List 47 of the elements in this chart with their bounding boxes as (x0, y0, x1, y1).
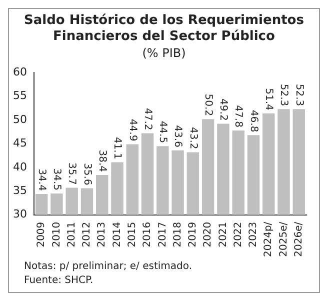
data-label: 38.4 (96, 150, 108, 172)
x-tick-label: 2020 (202, 222, 214, 248)
x-tick-label: 2011 (66, 222, 78, 248)
data-label: 34.4 (36, 168, 47, 191)
x-tick-label: 2019 (188, 222, 199, 248)
x-tick-label: 2023 (248, 222, 260, 248)
x-tick-label: 2013 (96, 222, 108, 248)
data-label: 52.3 (278, 84, 290, 106)
y-tick-label: 45 (12, 136, 27, 150)
x-tick-label: 2021 (218, 222, 229, 248)
data-label: 43.2 (187, 126, 198, 150)
x-tick-label: 2018 (172, 222, 184, 248)
x-tick-label: 2009 (36, 222, 48, 248)
data-label: 52.3 (293, 84, 304, 106)
data-label: 51.4 (263, 88, 274, 110)
data-label: 46.8 (248, 110, 259, 132)
x-tick-label: 2016 (142, 222, 154, 248)
y-tick-label: 35 (12, 184, 27, 197)
x-tick-label: 2022 (232, 222, 244, 248)
x-tick-label: 2025e/ (278, 221, 290, 257)
x-tick-label: 2015 (126, 222, 138, 248)
x-tick-label: 2014 (112, 222, 123, 248)
data-label: 44.9 (126, 118, 138, 142)
data-label: 44.5 (157, 120, 168, 144)
y-tick-label: 40 (12, 160, 27, 174)
data-label: 50.2 (202, 94, 214, 116)
data-label: 43.6 (172, 125, 184, 148)
data-label: 47.2 (142, 108, 153, 130)
data-label: 35.6 (81, 163, 92, 186)
text: Notas: p/ preliminar; e/ estimado. (23, 260, 193, 274)
chart-subtitle: (% PIB) (141, 45, 187, 61)
data-label: 47.8 (232, 105, 244, 128)
x-tick-label: 2012 (82, 222, 93, 248)
y-tick-label: 55 (12, 89, 27, 102)
x-tick-label: 2024p/ (263, 221, 274, 258)
x-tick-label: 2010 (51, 222, 62, 248)
data-label: 35.7 (66, 162, 78, 185)
x-tick-label: 2017 (157, 222, 168, 248)
y-tick-label: 30 (12, 208, 27, 221)
y-tick-label: 50 (12, 112, 27, 126)
y-tick-label: 60 (12, 65, 27, 78)
data-label: 41.1 (112, 136, 123, 160)
source-note: Fuente: SHCP. (23, 274, 94, 288)
chart-title: Saldo Histórico de los Requerimientos Financieros del Sector Público (23, 13, 305, 45)
x-tick-label: 2026e/ (293, 221, 304, 257)
data-label: 49.2 (218, 98, 229, 121)
data-label: 34.5 (51, 168, 62, 190)
